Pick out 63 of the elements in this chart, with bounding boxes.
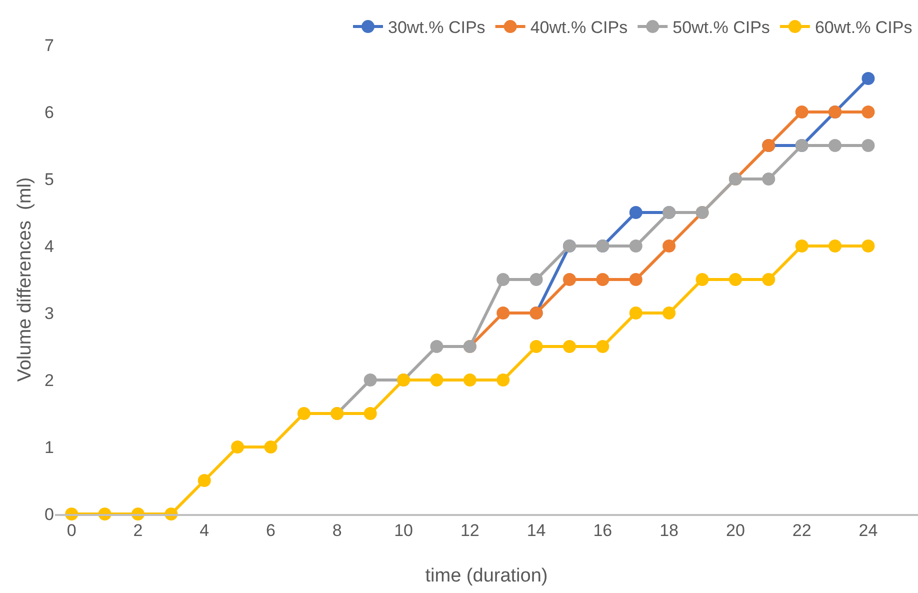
- point: [596, 273, 610, 286]
- x-tick-label: 24: [858, 521, 878, 540]
- x-tick-label: 14: [526, 521, 546, 540]
- point: [828, 139, 842, 152]
- point: [795, 240, 808, 252]
- point: [562, 273, 576, 286]
- x-tick-label: 8: [332, 521, 342, 540]
- x-tick-label: 22: [792, 521, 812, 540]
- y-tick-label: 6: [44, 102, 54, 122]
- point: [562, 340, 576, 353]
- x-tick-label: 2: [133, 521, 143, 540]
- legend-label: 40wt.% CIPs: [530, 18, 628, 38]
- point: [364, 407, 377, 420]
- point: [662, 240, 676, 252]
- point: [629, 306, 642, 320]
- y-tick-label: 4: [44, 236, 54, 256]
- y-tick-label: 7: [44, 36, 54, 55]
- point: [728, 273, 742, 286]
- point: [231, 440, 244, 454]
- point: [762, 273, 776, 286]
- x-tick-label: 12: [460, 521, 480, 540]
- legend-label: 50wt.% CIPs: [672, 18, 770, 38]
- point: [629, 206, 642, 219]
- point: [430, 340, 444, 353]
- point: [264, 440, 278, 454]
- point: [696, 273, 709, 286]
- point: [496, 273, 510, 286]
- x-tick-label: 16: [593, 521, 612, 540]
- y-axis-title: Volume differences (ml): [14, 177, 36, 382]
- point: [297, 407, 310, 420]
- point: [364, 374, 377, 386]
- point: [496, 374, 510, 386]
- x-tick-label: 6: [266, 521, 276, 540]
- x-tick-label: 4: [200, 521, 210, 540]
- x-tick-label: 20: [726, 521, 745, 540]
- point: [496, 306, 510, 320]
- x-tick-label: 0: [66, 521, 76, 540]
- point: [430, 374, 444, 386]
- point: [795, 106, 808, 118]
- point: [828, 240, 842, 252]
- point: [762, 172, 776, 186]
- point: [629, 240, 642, 252]
- point: [862, 139, 875, 152]
- y-tick-label: 1: [44, 438, 54, 457]
- point: [862, 240, 875, 252]
- x-tick-label: 18: [660, 521, 679, 540]
- y-tick-label: 5: [44, 170, 54, 189]
- point: [862, 106, 875, 118]
- y-tick-label: 3: [44, 304, 54, 323]
- point: [530, 273, 543, 286]
- legend-label: 60wt.% CIPs: [814, 18, 912, 38]
- point: [629, 273, 642, 286]
- point: [198, 474, 211, 487]
- y-tick-label: 0: [44, 504, 54, 524]
- point: [662, 306, 676, 320]
- x-tick-label: 10: [394, 521, 413, 540]
- y-tick-label: 2: [44, 370, 54, 390]
- point: [862, 72, 875, 85]
- x-axis-title: time (duration): [425, 566, 548, 586]
- point: [530, 340, 543, 353]
- point: [596, 340, 610, 353]
- point: [463, 374, 476, 386]
- legend-label: 30wt.% CIPs: [388, 18, 486, 38]
